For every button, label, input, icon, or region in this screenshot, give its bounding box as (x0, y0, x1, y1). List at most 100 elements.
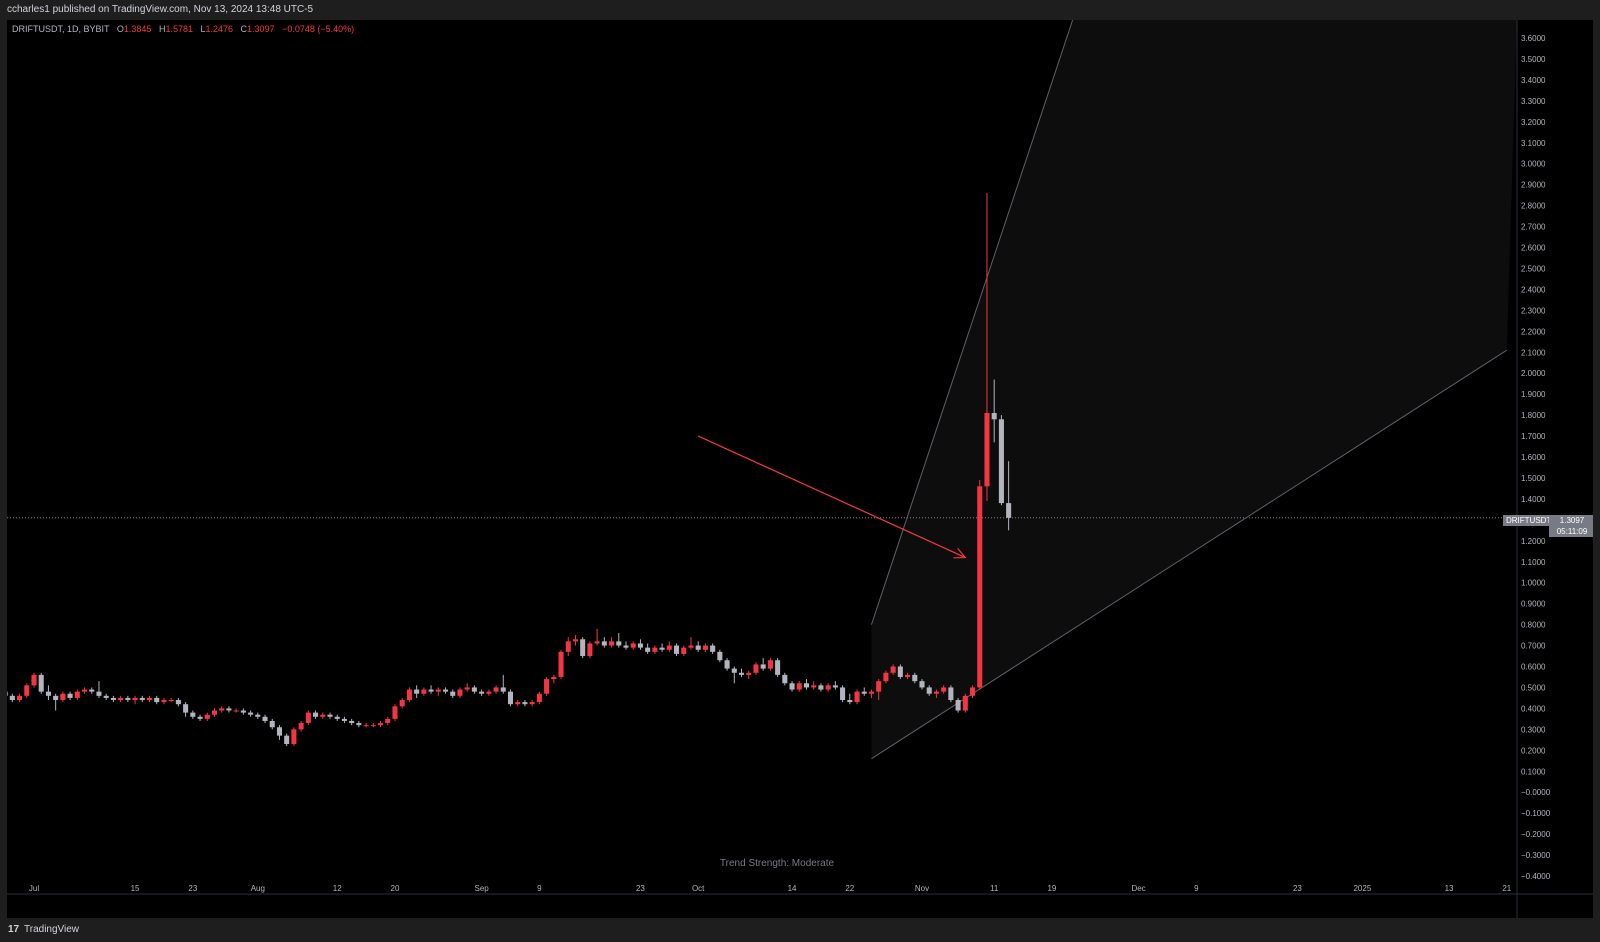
candlestick-chart[interactable]: 3.6000 3.5000 3.4000 3.3000 3.2000 3.1000 3.00… (7, 20, 1593, 918)
candle-body (674, 645, 680, 654)
candle-body (363, 725, 369, 727)
candle-body (724, 660, 730, 669)
x-tick-label: 13 (1445, 884, 1454, 893)
legend-change: −0.0748 (−5.40%) (282, 24, 355, 34)
y-tick-label: 1.0000 (1521, 579, 1546, 588)
y-tick-label: 2.8000 (1521, 202, 1546, 211)
y-tick-label: 1.5000 (1521, 474, 1546, 483)
candle-body (493, 687, 499, 692)
candle-body (82, 689, 88, 692)
candle-body (341, 718, 347, 721)
candle-body (948, 687, 954, 701)
candle-body (233, 710, 239, 712)
candle-body (392, 706, 398, 719)
ohlc-legend: DRIFTUSDT, 1D, BYBIT O1.3845 H1.5781 L1.… (12, 24, 354, 34)
candle-body (890, 666, 896, 673)
candle-body (161, 700, 167, 703)
chart-panel[interactable]: 3.6000 3.5000 3.4000 3.3000 3.2000 3.1000 3.00… (7, 20, 1593, 918)
y-tick-label: 3.5000 (1521, 55, 1546, 64)
candle-body (262, 716, 268, 721)
y-tick-label: 2.0000 (1521, 369, 1546, 378)
arrow-annotation (697, 435, 966, 559)
tradingview-logo-icon[interactable]: 17 (8, 924, 20, 935)
y-tick-label: 2.9000 (1521, 181, 1546, 190)
candle-body (442, 689, 449, 692)
candle-body (868, 691, 874, 694)
candle-body (125, 697, 131, 701)
candle-body (269, 720, 275, 728)
candle-body (67, 693, 73, 698)
candle-body (406, 689, 412, 701)
x-tick-label: 20 (391, 884, 400, 893)
candle-body (305, 712, 311, 724)
candle-body (688, 645, 694, 648)
legend-open: 1.3845 (123, 24, 152, 34)
candle-body (775, 660, 781, 675)
ticker-price-label: DRIFTUSDT (1503, 515, 1555, 526)
x-tick-label: Oct (692, 884, 705, 893)
last-price-value: 1.3097 (1559, 516, 1585, 525)
lower-trend-line (871, 349, 1508, 760)
candle-body (60, 693, 66, 701)
candle-body (926, 687, 932, 694)
candle-body (580, 639, 586, 657)
candle-body (681, 647, 687, 654)
y-tick-label: 0.9000 (1521, 600, 1546, 609)
candle-body (912, 674, 918, 682)
candle-body (349, 720, 355, 724)
candle-body (760, 664, 766, 669)
tradingview-brand[interactable]: TradingView (24, 924, 80, 935)
candle-body (731, 668, 737, 673)
candle-body (840, 687, 846, 701)
y-tick-label: 1.6000 (1521, 453, 1546, 462)
x-tick-label: 22 (845, 884, 854, 893)
legend-low-label: L (200, 24, 206, 34)
candle-body (450, 691, 456, 696)
x-tick-label: Sep (474, 884, 489, 893)
candle-body (847, 700, 853, 703)
legend-close: 1.3097 (247, 24, 275, 34)
candle-body (536, 693, 542, 703)
y-tick-label: 2.7000 (1521, 223, 1546, 232)
upper-trend-line (870, 20, 1074, 625)
candle-body (320, 714, 326, 717)
candle-body (876, 681, 882, 692)
footer-bar: 17 TradingView (0, 918, 1600, 942)
y-tick-label: 1.1000 (1521, 558, 1546, 567)
legend-close-label: C (240, 24, 248, 34)
candle-body (796, 683, 802, 690)
candle-body (587, 643, 593, 657)
y-tick-label: −0.1000 (1521, 809, 1551, 818)
candle-body (168, 700, 174, 702)
y-tick-label: 0.7000 (1521, 642, 1546, 651)
candle-body (190, 712, 196, 717)
candle-body (1006, 503, 1012, 518)
candle-body (970, 687, 976, 696)
projection-shaded-area (871, 20, 1517, 759)
y-tick-label: 2.1000 (1521, 348, 1546, 357)
candle-body (666, 645, 672, 650)
candle-body (204, 714, 210, 719)
x-tick-label: 21 (1502, 884, 1511, 893)
y-tick-label: 1.8000 (1521, 411, 1546, 420)
candle-body (854, 691, 860, 703)
candle-body (500, 687, 506, 692)
candle-body (399, 700, 405, 707)
candle-body (919, 681, 925, 688)
candle-body (825, 685, 831, 690)
candle-body (284, 735, 290, 745)
candle-body (659, 647, 665, 650)
x-tick-label: 15 (131, 884, 140, 893)
y-tick-label: 2.6000 (1521, 244, 1546, 253)
candle-body (594, 641, 600, 644)
candle-body (385, 718, 391, 724)
candle-body (883, 672, 889, 682)
candle-body (45, 691, 51, 696)
candle-body (702, 645, 708, 650)
candle-body (89, 689, 95, 692)
candle-body (248, 712, 254, 715)
candle-body (197, 716, 203, 719)
candle-body (551, 676, 557, 680)
candle-body (24, 685, 30, 696)
candle-body (623, 645, 629, 648)
